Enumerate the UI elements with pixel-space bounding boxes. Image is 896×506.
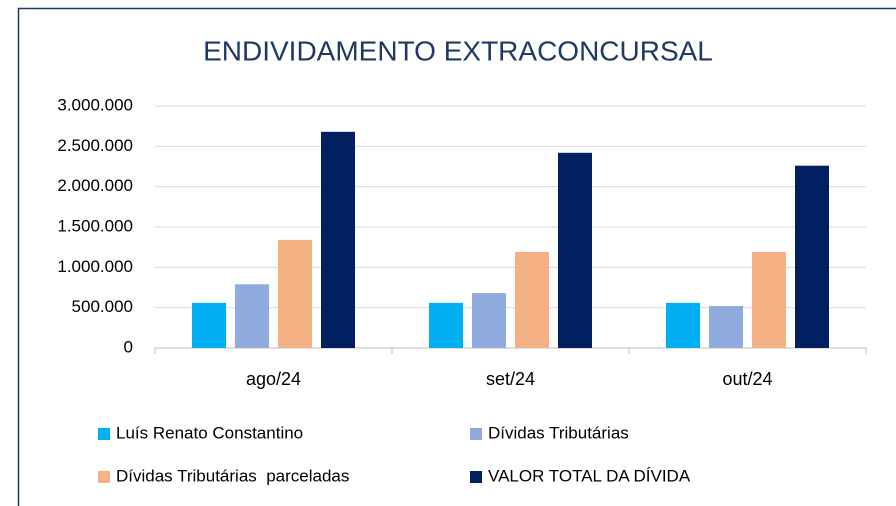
- bar: [472, 293, 506, 348]
- bar: [666, 302, 700, 348]
- legend-swatch: [98, 428, 110, 440]
- legend-label: VALOR TOTAL DA DÍVIDA: [488, 466, 691, 485]
- y-tick-label: 0: [124, 337, 133, 356]
- legend-swatch: [470, 428, 482, 440]
- chart-frame: [17, 7, 896, 506]
- chart-title: ENDIVIDAMENTO EXTRACONCURSAL: [203, 35, 713, 66]
- bar: [192, 302, 226, 348]
- y-tick-label: 2.000.000: [57, 176, 133, 195]
- x-tick-label: ago/24: [246, 369, 301, 389]
- legend-label: Luís Renato Constantino: [116, 423, 303, 442]
- legend-swatch: [470, 471, 482, 483]
- bar: [235, 284, 269, 348]
- bar: [278, 239, 312, 348]
- legend-label: Dívidas Tributárias: [488, 423, 629, 442]
- y-tick-label: 1.500.000: [57, 216, 133, 235]
- legend-swatch: [98, 471, 110, 483]
- bar: [515, 252, 549, 348]
- y-tick-label: 500.000: [72, 297, 133, 316]
- bar: [429, 302, 463, 348]
- y-tick-label: 3.000.000: [57, 95, 133, 114]
- legend-label: Dívidas Tributárias parceladas: [116, 466, 349, 485]
- bar: [752, 252, 786, 348]
- bar: [709, 306, 743, 348]
- bar: [795, 165, 829, 348]
- bar: [321, 131, 355, 348]
- x-tick-label: out/24: [722, 369, 772, 389]
- x-tick-label: set/24: [486, 369, 535, 389]
- bar: [558, 152, 592, 348]
- y-tick-label: 1.000.000: [57, 257, 133, 276]
- y-tick-label: 2.500.000: [57, 136, 133, 155]
